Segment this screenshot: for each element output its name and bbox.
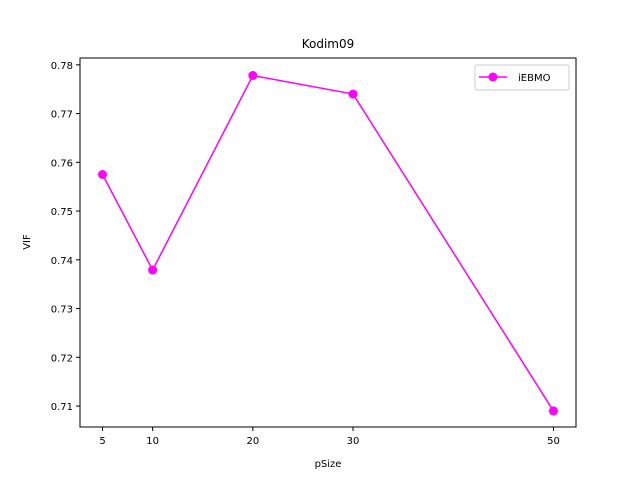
x-axis: 5 10 20 30 50 xyxy=(99,427,560,447)
axes-frame xyxy=(79,57,577,428)
legend-box xyxy=(474,64,570,91)
y-tick-label: 0.77 xyxy=(51,110,73,121)
y-tick-label: 0.73 xyxy=(51,305,73,316)
legend: iEBMO xyxy=(474,64,570,91)
data-point xyxy=(148,265,158,275)
x-tick-label: 5 xyxy=(99,436,105,447)
y-tick-label: 0.72 xyxy=(51,353,73,364)
x-tick-label: 30 xyxy=(347,436,360,447)
y-tick-label: 0.74 xyxy=(51,256,73,267)
y-tick-label: 0.78 xyxy=(51,61,73,72)
data-point xyxy=(548,406,558,416)
x-tick-label: 50 xyxy=(547,436,560,447)
y-tick-label: 0.75 xyxy=(51,207,73,218)
x-axis-label: pSize xyxy=(315,459,342,470)
data-point xyxy=(248,71,258,81)
legend-label: iEBMO xyxy=(518,73,551,84)
x-tick-label: 10 xyxy=(146,436,159,447)
y-axis: 0.71 0.72 0.73 0.74 0.75 0.76 0.77 0.78 xyxy=(51,61,80,413)
legend-marker-swatch xyxy=(488,72,498,82)
data-point xyxy=(348,89,358,99)
y-axis-label: VIF xyxy=(22,234,33,250)
y-tick-label: 0.76 xyxy=(51,158,73,169)
x-tick-label: 20 xyxy=(246,436,259,447)
chart-title: Kodim09 xyxy=(302,37,355,51)
y-tick-label: 0.71 xyxy=(51,402,73,413)
data-point xyxy=(98,170,108,180)
plot-area xyxy=(98,71,558,416)
